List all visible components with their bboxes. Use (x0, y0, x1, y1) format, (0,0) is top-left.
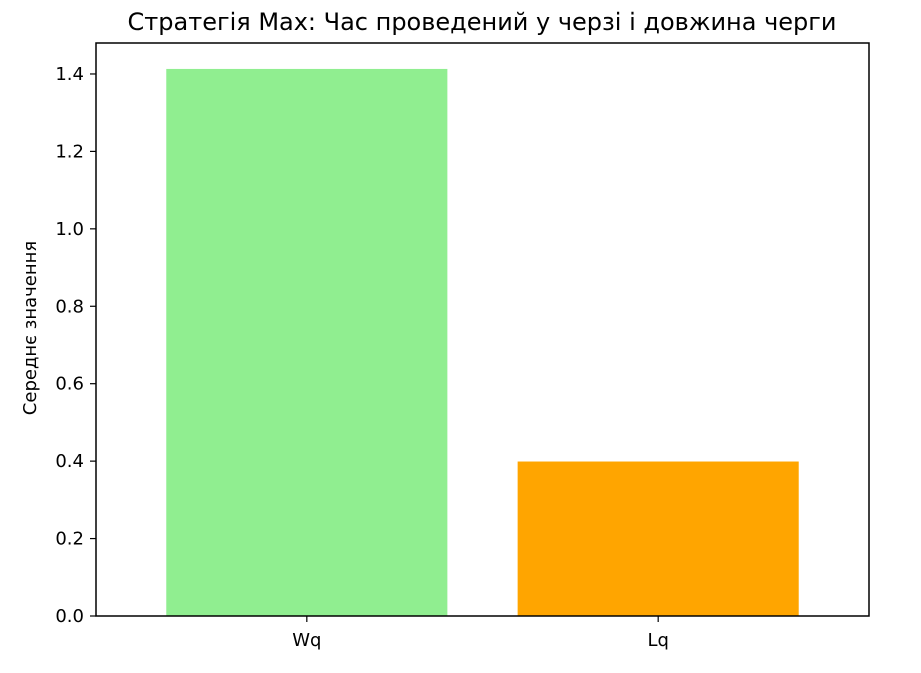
y-tick-label: 0.4 (55, 451, 84, 472)
y-tick-label: 0.0 (55, 606, 84, 627)
y-tick-label: 0.2 (55, 529, 84, 550)
x-tick-label: Wq (292, 630, 321, 651)
bars-group (166, 68, 799, 616)
y-tick-label: 0.8 (55, 296, 84, 317)
chart-title: Стратегія Max: Час проведений у черзі і … (128, 8, 837, 36)
y-tick-label: 1.2 (55, 141, 84, 162)
y-axis-ticks: 0.0 0.2 0.4 0.6 0.8 1.0 1.2 1.4 (55, 64, 96, 627)
bar-lq (517, 461, 799, 616)
y-tick-label: 1.0 (55, 219, 84, 240)
x-axis-ticks: Wq Lq (292, 616, 669, 651)
plot-area-frame (95, 42, 870, 617)
y-tick-label: 1.4 (55, 64, 84, 85)
y-tick-label: 0.6 (55, 374, 84, 395)
y-axis-label: Середнє значення (20, 241, 41, 415)
x-tick-label: Lq (647, 630, 668, 651)
bar-wq (166, 68, 448, 616)
